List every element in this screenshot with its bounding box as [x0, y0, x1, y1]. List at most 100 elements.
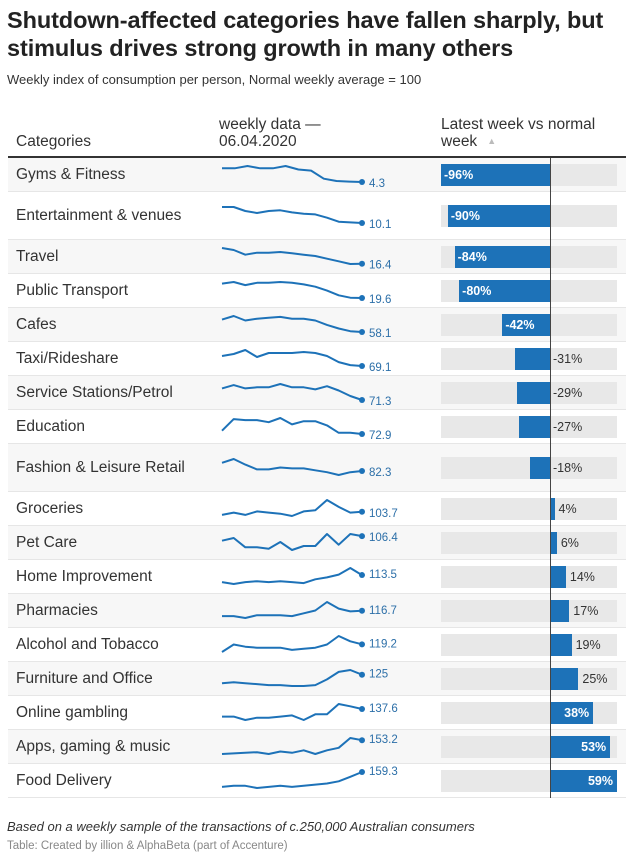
sparkline: 137.6 — [222, 703, 398, 721]
change-bar — [519, 415, 550, 438]
header-latest-vs-normal[interactable]: Latest week vs normal week ▲ — [441, 116, 616, 150]
sparkline-path — [221, 315, 363, 333]
category-label: Groceries — [16, 499, 84, 517]
bar-track: 4% — [441, 497, 617, 520]
sparkline-path — [221, 383, 363, 401]
change-bar — [441, 163, 550, 186]
latest-index-label: 10.1 — [369, 219, 391, 231]
latest-index-label: 113.5 — [369, 569, 397, 581]
bar-track: -80% — [441, 279, 617, 302]
bar-track: -29% — [441, 381, 617, 404]
table-row: Pet Care 106.4 6% — [8, 526, 626, 560]
latest-index-label: 119.2 — [369, 638, 397, 650]
sparkline-path — [222, 206, 363, 224]
latest-index-label: 103.7 — [369, 508, 398, 520]
category-label: Home Improvement — [16, 567, 153, 585]
table-row: Travel 16.4 -84% — [8, 240, 626, 274]
latest-index-label: 106.4 — [369, 532, 398, 544]
sparkline-path — [222, 165, 363, 183]
sparkline-path — [221, 669, 363, 687]
table-row: Service Stations/Petrol 71.3 -29% — [8, 376, 626, 410]
bar-track: -84% — [441, 245, 617, 268]
sparkline: 103.7 — [221, 499, 398, 520]
change-bar — [550, 531, 557, 554]
sparkline-path — [221, 349, 363, 367]
table-row: Online gambling 137.6 38% — [8, 696, 626, 730]
bar-track: -42% — [441, 313, 617, 336]
change-bar — [550, 565, 566, 588]
bar-track: 25% — [441, 667, 617, 690]
sparkline: 10.1 — [222, 206, 391, 231]
table-row: Gyms & Fitness 4.3 -96% — [8, 158, 626, 192]
sparkline-endpoint — [359, 220, 365, 226]
sparkline: 58.1 — [221, 315, 391, 340]
sparkline-path — [222, 703, 363, 721]
sparkline-endpoint — [359, 467, 365, 474]
sparkline-endpoint — [359, 533, 365, 540]
latest-index-label: 16.4 — [369, 260, 392, 272]
bar-track: 14% — [441, 565, 617, 588]
sparkline: 71.3 — [221, 383, 391, 408]
chart-subtitle: Weekly index of consumption per person, … — [7, 72, 422, 87]
source-credit: Table: Created by illion & AlphaBeta (pa… — [7, 840, 288, 852]
change-label: 6% — [560, 535, 579, 550]
sparkline: 159.3 — [221, 766, 398, 789]
change-bar — [514, 347, 550, 370]
change-label: -80% — [462, 283, 492, 298]
change-bar — [550, 735, 611, 758]
change-bar — [550, 633, 572, 656]
change-bar — [529, 456, 550, 479]
change-label: -42% — [505, 317, 535, 332]
table-row: Groceries 103.7 4% — [8, 492, 626, 526]
sparkline-endpoint — [359, 671, 365, 678]
table-row: Apps, gaming & music 153.2 53% — [8, 730, 626, 764]
sparkline-path — [221, 533, 363, 551]
sparkline-endpoint — [359, 706, 365, 713]
change-bar — [550, 701, 594, 724]
sparkline-path — [221, 567, 363, 585]
sparkline-endpoint — [359, 769, 365, 775]
category-label: Travel — [16, 247, 59, 265]
header-weekly-data[interactable]: weekly data — 06.04.2020 — [219, 116, 349, 150]
category-label: Online gambling — [16, 703, 129, 721]
table-row: Pharmacies 116.7 17% — [8, 594, 626, 628]
change-bar — [447, 204, 550, 227]
table-row: Alcohol and Tobacco 119.2 19% — [8, 628, 626, 662]
bar-track: -18% — [441, 456, 617, 479]
change-label: 53% — [581, 739, 607, 754]
sparkline-endpoint — [359, 397, 365, 403]
sparkline: 82.3 — [221, 458, 391, 479]
sparkline: 72.9 — [221, 417, 391, 442]
latest-index-label: 19.6 — [369, 294, 391, 306]
bar-track: -96% — [441, 163, 617, 186]
table-row: Entertainment & venues 10.1 -90% — [8, 192, 626, 240]
sparkline: 4.3 — [222, 165, 385, 190]
change-label: 38% — [564, 705, 590, 720]
sparkline-path — [221, 281, 363, 299]
sparkline-endpoint — [359, 737, 365, 744]
sparkline-endpoint — [359, 295, 365, 301]
category-label: Food Delivery — [16, 771, 112, 789]
category-label: Education — [16, 417, 85, 435]
sparkline-endpoint — [359, 329, 365, 335]
sparkline-path — [221, 771, 363, 789]
sort-ascending-icon[interactable]: ▲ — [487, 136, 497, 146]
category-label: Furniture and Office — [16, 669, 153, 687]
category-label: Public Transport — [16, 281, 128, 299]
sparkline-endpoint — [359, 260, 365, 267]
bar-track: 59% — [441, 769, 617, 792]
header-categories[interactable]: Categories — [16, 133, 91, 150]
change-bar — [502, 313, 550, 336]
change-label: 4% — [558, 501, 577, 516]
sparkline-endpoint — [359, 431, 365, 437]
sparkline-path — [221, 737, 363, 755]
latest-index-label: 153.2 — [369, 734, 398, 746]
sparkline: 125 — [221, 669, 388, 687]
sparkline-path — [221, 458, 363, 476]
sparkline-path — [221, 499, 363, 517]
change-bar — [517, 381, 550, 404]
table-row: Public Transport 19.6 -80% — [8, 274, 626, 308]
change-label: -96% — [444, 167, 474, 182]
change-label: -31% — [553, 351, 583, 366]
category-label: Alcohol and Tobacco — [16, 635, 159, 653]
